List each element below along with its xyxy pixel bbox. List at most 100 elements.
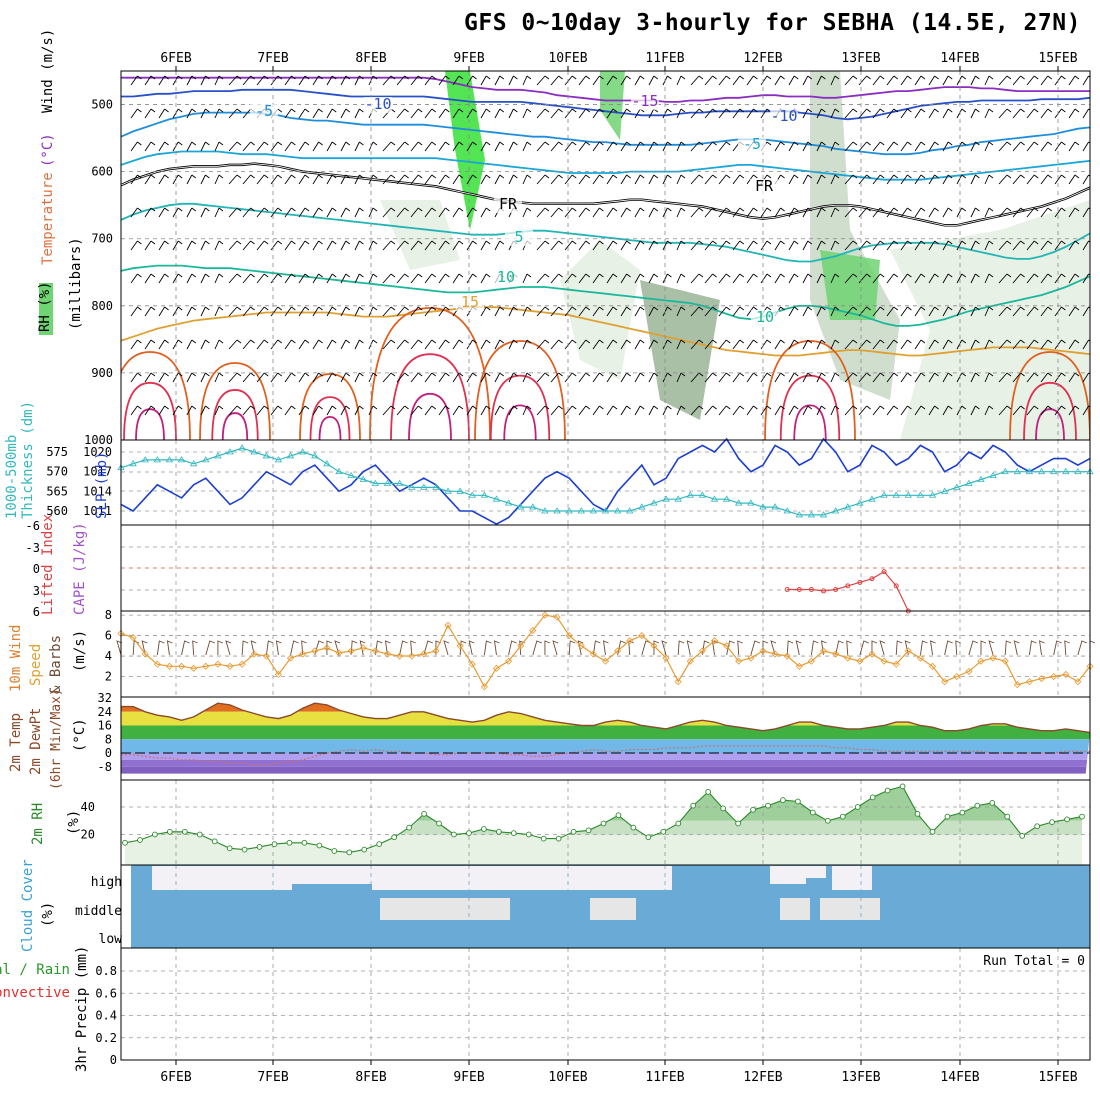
contour-label-bg [750, 179, 778, 195]
wind-barb [802, 372, 813, 383]
rh-shade [640, 280, 720, 420]
wind-barb-10m [225, 640, 232, 656]
wind-barb [830, 174, 840, 185]
wind-barb [942, 108, 953, 119]
cloud-high-gap [806, 866, 826, 878]
wind-barb [1082, 141, 1090, 152]
temp-unit-label: (°C) [40, 133, 56, 167]
wind-barb [214, 207, 224, 218]
chart-title: GFS 0~10day 3-hourly for SEBHA (14.5E, 2… [464, 10, 1081, 36]
wind-barb [536, 405, 550, 416]
wind-barb [438, 108, 450, 119]
temp-tick: 0 [105, 746, 112, 760]
wind-barb [494, 75, 505, 86]
wind-barb [676, 273, 686, 284]
wind-barb [928, 174, 939, 185]
wind-barb [956, 273, 967, 284]
wind-barb [1040, 273, 1053, 284]
wind-barb [648, 306, 659, 317]
rh2m-point [899, 783, 906, 790]
wind-barb [186, 174, 197, 185]
wind-barb [1082, 75, 1090, 86]
thickness-point [1001, 467, 1009, 475]
wind-speed-point [783, 652, 791, 660]
rh2m-point [421, 811, 427, 817]
isotherm-line [121, 76, 1090, 103]
wind-barb [984, 273, 994, 284]
wind-barb [312, 306, 323, 317]
wind-barb [634, 273, 645, 284]
panel-frames [120, 66, 1091, 1065]
wind-barb [242, 240, 255, 251]
warm-contour [123, 381, 177, 440]
rh2m-point [167, 828, 173, 835]
wind-barb [970, 174, 980, 185]
date-label-top: 11FEB [645, 51, 684, 66]
wind-barb [872, 75, 885, 86]
wind-speed-point [759, 647, 767, 655]
wind-barb [536, 108, 550, 119]
wind-barb [592, 240, 604, 251]
contour-label-bg [364, 97, 392, 113]
thickness-point [214, 452, 222, 459]
wind-barb [858, 339, 871, 350]
wind-speed-point [226, 662, 234, 670]
wind-tick: 8 [105, 608, 112, 622]
wind-barb [1082, 108, 1090, 119]
wind-barb-10m [1089, 640, 1096, 655]
wind-barb [382, 75, 396, 86]
temp-band [121, 711, 1090, 726]
rh2m-point [630, 824, 637, 831]
thickness-point [940, 487, 949, 494]
wind-speed-point [335, 649, 343, 657]
thickness-point [407, 483, 416, 490]
wind-barb [438, 306, 450, 317]
rh2m-point [765, 802, 771, 809]
wind-barb [256, 339, 269, 350]
pressure-tick: 800 [91, 299, 113, 313]
wind-barb [1054, 174, 1066, 185]
rh2m-point [989, 800, 996, 806]
wind-barb-10m [568, 640, 576, 656]
wind-barb [228, 207, 242, 218]
wind-speed-point [214, 660, 222, 668]
wind-barb [522, 75, 532, 86]
thickness-point [626, 507, 634, 514]
date-label-bottom: 14FEB [940, 1070, 979, 1085]
wind-barb [760, 207, 772, 218]
wind-barb [998, 339, 1012, 350]
wind-barb [214, 240, 224, 251]
wind-barb [214, 306, 224, 317]
wind-barb [256, 372, 269, 383]
wind-barb [410, 141, 423, 152]
rh2m-point [675, 820, 682, 827]
wind-barb [956, 372, 967, 383]
wind-barb [480, 339, 491, 350]
wind-barb [172, 240, 183, 251]
wind-barb [368, 273, 378, 284]
isotherm-line [121, 306, 1090, 357]
wind-barb [746, 405, 758, 416]
wind-barb-10m [835, 640, 844, 656]
rh2m-tick: 40 [81, 800, 95, 814]
wind-speed-point [311, 647, 319, 655]
wind-barb-10m [156, 640, 165, 656]
wind-barb [676, 207, 686, 218]
wind-barb [956, 174, 967, 185]
temp-label: Temperature [40, 172, 56, 265]
wind-barb-10m [443, 640, 450, 656]
wind-barb-10m [592, 640, 601, 656]
rh2m-point [540, 835, 547, 842]
wind-barb [690, 372, 704, 383]
cloud-level-label: high [91, 875, 122, 890]
wind-barb [382, 372, 396, 383]
warm-contour [121, 351, 191, 440]
wind-speed-point [117, 629, 125, 638]
wind-barb [942, 240, 953, 251]
wind-barb [200, 75, 210, 86]
date-label-top: 10FEB [548, 51, 587, 66]
slp-thickness-panel [117, 437, 1094, 526]
wind-barb [466, 141, 477, 152]
rh2m-point [406, 824, 412, 831]
rh2m-point [391, 834, 398, 841]
